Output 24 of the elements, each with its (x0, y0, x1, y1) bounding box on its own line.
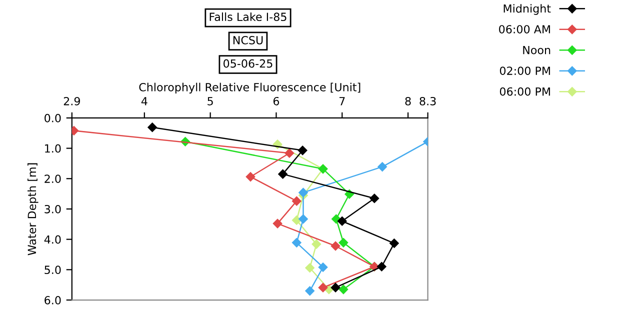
chart-subtitle: NCSU (233, 36, 263, 44)
y-tick-label: 6.0 (44, 296, 61, 304)
y-tick-label: 0.0 (44, 114, 61, 122)
y-tick-label: 1.0 (45, 144, 61, 153)
x-tick-label: 5 (208, 97, 213, 106)
x-tick-label: 8.3 (420, 96, 436, 106)
y-tick-label: 3.0 (44, 204, 61, 214)
y-tick-label: 5.0 (44, 266, 61, 274)
legend-label: 02:00 PM (500, 66, 550, 75)
y-axis-title: Water Depth [m] (28, 163, 38, 256)
y-tick-label: 4.0 (44, 235, 61, 244)
legend-label: 06:00 PM (500, 87, 550, 96)
x-tick-label: 7 (340, 97, 345, 106)
legend-label: 06:00 AM (499, 25, 550, 34)
y-tick-label: 2.0 (44, 174, 61, 184)
x-axis-title: Chlorophyll Relative Fluorescence [Unit] (139, 82, 360, 94)
x-tick-label: 6 (273, 96, 280, 106)
chart-title: Falls Lake I-85 (210, 12, 286, 22)
text: 05-06-25 (224, 59, 272, 68)
x-tick-label: 2.9 (64, 96, 80, 106)
legend-label: Midnight (504, 4, 551, 15)
legend-label: Noon (523, 46, 550, 54)
x-tick-label: 4 (141, 97, 148, 106)
x-tick-label: 8 (405, 96, 411, 106)
